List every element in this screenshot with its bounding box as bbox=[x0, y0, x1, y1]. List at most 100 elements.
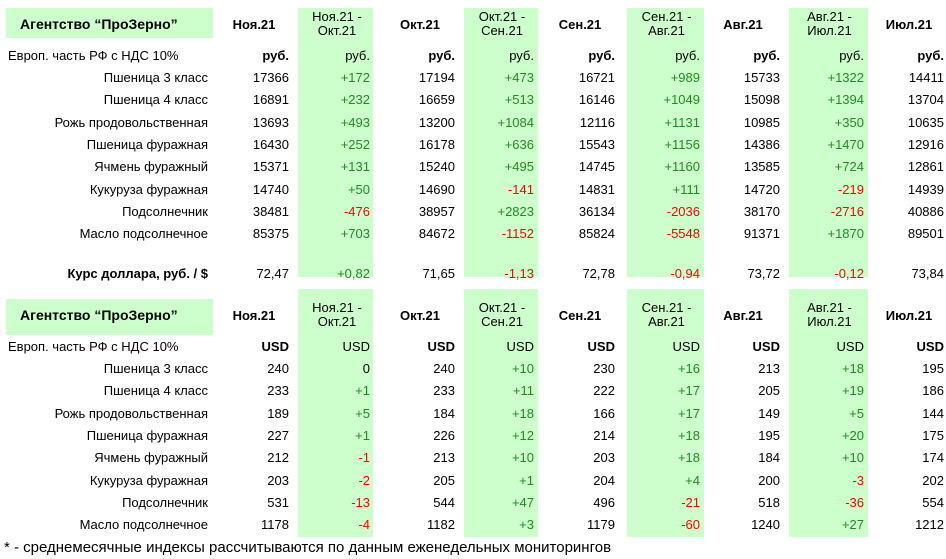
price-change-cell: +10 bbox=[511, 361, 534, 376]
unit-label: руб. bbox=[675, 48, 700, 63]
commodity-label: Рожь продовольственная bbox=[54, 405, 208, 421]
unit-label: руб. bbox=[262, 48, 289, 63]
price-cell: 14745 bbox=[578, 159, 615, 175]
price-cell: 17194 bbox=[418, 70, 455, 85]
price-cell: 13693 bbox=[252, 114, 289, 130]
price-cell: 222 bbox=[593, 383, 615, 399]
price-cell: 14831 bbox=[578, 181, 615, 197]
price-cell: 16891 bbox=[252, 92, 289, 108]
column-header-period: Окт.21 bbox=[317, 314, 357, 329]
price-cell: 204 bbox=[593, 472, 615, 488]
price-cell: 213 bbox=[758, 361, 780, 376]
price-change-cell: -2716 bbox=[830, 203, 864, 219]
commodity-label: Масло подсолнечное bbox=[79, 226, 208, 242]
unit-label: руб. bbox=[753, 48, 780, 63]
agency-title: Агентство “ПроЗерно” bbox=[20, 307, 178, 323]
price-cell: 89501 bbox=[907, 226, 944, 242]
price-change-cell: +1470 bbox=[827, 136, 864, 152]
price-change-cell: +12 bbox=[511, 427, 534, 443]
price-cell: 205 bbox=[758, 383, 780, 399]
price-change-cell: +350 bbox=[834, 114, 864, 130]
price-cell: 91371 bbox=[743, 226, 780, 242]
diff-column-highlight bbox=[298, 8, 373, 277]
diff-column-highlight bbox=[627, 8, 704, 277]
price-cell: 1182 bbox=[427, 517, 455, 533]
price-cell: 38957 bbox=[418, 203, 455, 219]
price-cell: 202 bbox=[922, 472, 944, 488]
price-change-cell: +19 bbox=[841, 383, 864, 399]
price-cell: 17366 bbox=[252, 70, 289, 85]
price-change-cell: -60 bbox=[681, 517, 700, 533]
unit-label: USD bbox=[261, 339, 289, 354]
price-change-cell: +50 bbox=[347, 181, 370, 197]
price-cell: 12116 bbox=[579, 114, 615, 130]
column-header: Сен.21 bbox=[558, 308, 602, 323]
price-change-cell: -13 bbox=[351, 494, 370, 510]
price-cell: 518 bbox=[758, 494, 780, 510]
price-change-cell: +3 bbox=[519, 517, 534, 533]
price-cell: 85824 bbox=[578, 226, 615, 242]
commodity-label: Пшеница 4 класс bbox=[103, 383, 208, 399]
column-header: Авг.21 bbox=[723, 17, 763, 32]
commodity-label: Кукуруза фуражная bbox=[89, 472, 208, 488]
price-cell: 14939 bbox=[907, 181, 944, 197]
dollar-change-cell: -1,13 bbox=[504, 266, 534, 281]
commodity-label: Ячмень фуражный bbox=[94, 450, 208, 466]
footnote: * - среднемесячные индексы рассчитываютс… bbox=[4, 539, 612, 556]
column-header: Ноя.21 bbox=[232, 308, 276, 323]
dollar-rate-cell: 72,78 bbox=[582, 266, 615, 281]
price-cell: 554 bbox=[922, 494, 944, 510]
price-change-cell: +703 bbox=[340, 226, 370, 242]
column-header-period: Авг.21 bbox=[648, 314, 685, 329]
price-change-cell: +27 bbox=[841, 517, 864, 533]
column-header-period: Авг.21 - bbox=[807, 9, 852, 24]
price-cell: 184 bbox=[433, 405, 455, 421]
commodity-label: Кукуруза фуражная bbox=[89, 181, 208, 197]
unit-label: USD bbox=[916, 339, 944, 354]
price-cell: 14411 bbox=[908, 70, 944, 85]
price-change-cell: -4 bbox=[358, 517, 370, 533]
price-cell: 1179 bbox=[587, 517, 615, 533]
price-cell: 15098 bbox=[743, 92, 780, 108]
price-change-cell: +5 bbox=[355, 405, 370, 421]
price-cell: 40886 bbox=[907, 203, 944, 219]
column-header: Авг.21 bbox=[723, 308, 763, 323]
price-cell: 36134 bbox=[578, 203, 615, 219]
commodity-label: Пшеница фуражная bbox=[86, 427, 208, 443]
price-cell: 16178 bbox=[418, 136, 455, 152]
price-cell: 144 bbox=[922, 405, 944, 421]
commodity-label: Рожь продовольственная bbox=[54, 114, 208, 130]
price-change-cell: -141 bbox=[507, 181, 534, 197]
price-cell: 203 bbox=[593, 450, 615, 466]
price-cell: 1178 bbox=[261, 517, 289, 533]
price-change-cell: -2036 bbox=[666, 203, 700, 219]
price-cell: 16721 bbox=[578, 70, 615, 85]
price-change-cell: -219 bbox=[837, 181, 864, 197]
price-cell: 149 bbox=[758, 405, 780, 421]
price-change-cell: +232 bbox=[340, 92, 370, 108]
unit-label: руб. bbox=[917, 48, 944, 63]
unit-label: USD bbox=[672, 339, 700, 354]
column-header-period: Сен.21 - bbox=[641, 9, 692, 24]
dollar-change-cell: -0,12 bbox=[834, 266, 864, 281]
price-cell: 212 bbox=[267, 450, 289, 466]
price-change-cell: +1049 bbox=[663, 92, 700, 108]
unit-label: USD bbox=[427, 339, 455, 354]
unit-label: руб. bbox=[588, 48, 615, 63]
price-change-cell: -1152 bbox=[501, 226, 534, 242]
price-change-cell: +513 bbox=[504, 92, 534, 108]
price-change-cell: -476 bbox=[343, 203, 370, 219]
unit-label: USD bbox=[836, 339, 864, 354]
diff-column-highlight bbox=[464, 8, 538, 277]
price-cell: 184 bbox=[758, 450, 780, 466]
unit-label: руб. bbox=[509, 48, 534, 63]
region-subtitle: Европ. часть РФ с НДС 10% bbox=[8, 339, 179, 354]
price-cell: 213 bbox=[433, 450, 455, 466]
column-header: Окт.21 bbox=[400, 308, 440, 323]
column-header-period: Окт.21 bbox=[317, 23, 357, 38]
price-change-cell: +4 bbox=[685, 472, 700, 488]
unit-label: USD bbox=[342, 339, 370, 354]
price-cell: 13704 bbox=[907, 92, 944, 108]
price-cell: 16659 bbox=[418, 92, 455, 108]
price-change-cell: +5 bbox=[849, 405, 864, 421]
